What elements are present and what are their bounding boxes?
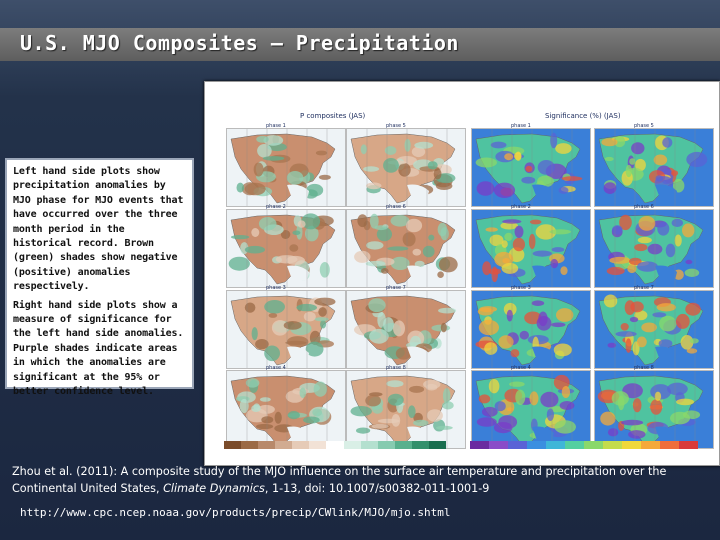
right-map-panel	[594, 128, 714, 207]
left-colorbar-swatch	[224, 441, 242, 449]
right-colorbar-swatch	[660, 441, 679, 449]
right-colorbar-swatch	[679, 441, 698, 449]
right-figure-title: Significance (%) (JAS)	[545, 112, 621, 120]
right-colorbar	[470, 441, 698, 449]
title-bar: U.S. MJO Composites – Precipitation	[0, 28, 720, 61]
left-map-panel	[346, 128, 466, 207]
left-colorbar-swatch	[360, 441, 378, 449]
phase-label: phase 5	[634, 123, 654, 129]
left-colorbar-swatch	[377, 441, 395, 449]
phase-label: phase 6	[386, 204, 406, 210]
right-colorbar-swatch	[584, 441, 603, 449]
left-map-panel	[346, 209, 466, 288]
right-map-panel	[471, 370, 591, 449]
left-map-panel	[226, 209, 346, 288]
left-colorbar-swatch	[394, 441, 412, 449]
phase-label: phase 2	[511, 204, 531, 210]
right-map-panel	[471, 209, 591, 288]
right-colorbar-swatch	[603, 441, 622, 449]
right-colorbar-swatch	[641, 441, 660, 449]
right-map-panel	[471, 128, 591, 207]
phase-label: phase 1	[511, 123, 531, 129]
left-colorbar-swatch	[292, 441, 310, 449]
left-map-panel	[226, 290, 346, 369]
left-colorbar-swatch	[428, 441, 447, 449]
right-map-panel	[594, 209, 714, 288]
explanation-paragraph-2: Right hand side plots show a measure of …	[13, 299, 184, 398]
left-colorbar-swatch	[326, 441, 344, 449]
right-colorbar-swatch	[527, 441, 546, 449]
left-map-panel	[226, 370, 346, 449]
left-colorbar-swatch	[258, 441, 276, 449]
citation-prefix: Zhou et al. (2011): A composite study of…	[12, 465, 667, 495]
left-colorbar-swatch	[411, 441, 429, 449]
phase-label: phase 5	[386, 123, 406, 129]
phase-label: phase 2	[266, 204, 286, 210]
left-map-panel	[346, 370, 466, 449]
phase-label: phase 4	[511, 365, 531, 371]
phase-label: phase 7	[386, 285, 406, 291]
citation-journal: Climate Dynamics	[163, 482, 265, 495]
phase-label: phase 4	[266, 365, 286, 371]
left-colorbar-swatch	[241, 441, 259, 449]
left-figure-title: P composites (JAS)	[300, 112, 366, 120]
right-map-panel	[471, 290, 591, 369]
phase-label: phase 8	[386, 365, 406, 371]
right-colorbar-swatch	[470, 441, 489, 449]
explanation-textbox: Left hand side plots show precipitation …	[5, 158, 194, 397]
right-colorbar-swatch	[622, 441, 641, 449]
phase-label: phase 6	[634, 204, 654, 210]
phase-label: phase 7	[634, 285, 654, 291]
right-colorbar-swatch	[508, 441, 527, 449]
left-colorbar	[224, 441, 447, 449]
right-colorbar-swatch	[489, 441, 508, 449]
phase-label: phase 3	[266, 285, 286, 291]
citation: Zhou et al. (2011): A composite study of…	[12, 463, 716, 497]
cpc-link[interactable]: http://www.cpc.ncep.noaa.gov/products/pr…	[20, 506, 451, 519]
left-colorbar-swatch	[275, 441, 293, 449]
right-map-panel	[594, 370, 714, 449]
citation-suffix: , 1-13, doi: 10.1007/s00382-011-1001-9	[264, 482, 490, 495]
left-map-panel	[346, 290, 466, 369]
phase-label: phase 1	[266, 123, 286, 129]
left-colorbar-swatch	[309, 441, 327, 449]
slide-title: U.S. MJO Composites – Precipitation	[20, 31, 459, 55]
left-colorbar-swatch	[343, 441, 361, 449]
right-map-panel	[594, 290, 714, 369]
right-colorbar-swatch	[565, 441, 584, 449]
phase-label: phase 3	[511, 285, 531, 291]
right-colorbar-swatch	[546, 441, 565, 449]
left-map-panel	[226, 128, 346, 207]
phase-label: phase 8	[634, 365, 654, 371]
explanation-paragraph-1: Left hand side plots show precipitation …	[13, 166, 184, 293]
